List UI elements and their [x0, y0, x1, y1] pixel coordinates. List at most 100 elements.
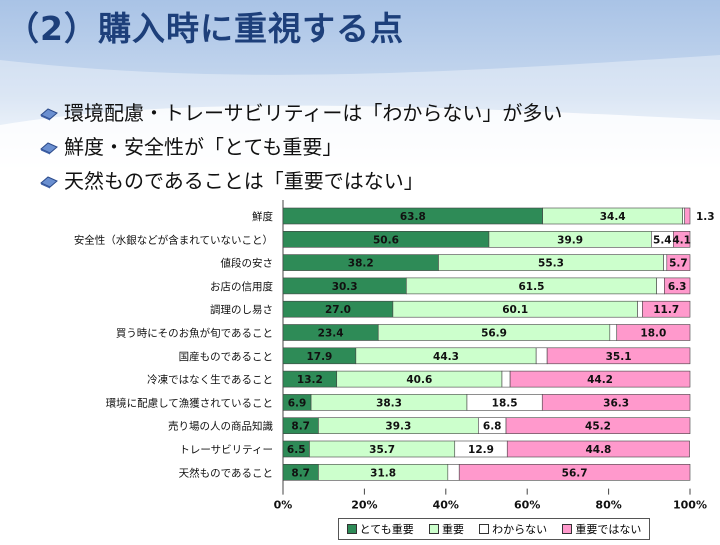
bar-segment	[505, 417, 691, 434]
bullet-item: 天然ものであることは「重要ではない」	[40, 165, 562, 199]
data-label: 5.7	[669, 258, 688, 270]
bar-segment	[664, 277, 691, 295]
category-label: 売り場の人の商品知識	[168, 420, 273, 433]
x-tick-label: 80%	[595, 499, 621, 512]
bar-segment	[447, 463, 460, 481]
category-label: 冷凍ではなく生であること	[147, 373, 273, 386]
bullet-item: 環境配慮・トレーサビリティーは「わからない」が多い	[40, 97, 562, 131]
data-label: 5.4	[653, 234, 672, 246]
category-label: 国産ものであること	[179, 350, 273, 363]
category-label: 調理のし易さ	[210, 303, 273, 316]
data-label: 39.9	[557, 234, 583, 246]
category-label: 鮮度	[252, 210, 273, 223]
bar-segment	[673, 230, 691, 248]
bar-segment	[541, 394, 691, 411]
bar-segment	[458, 463, 691, 481]
data-label: 8.7	[291, 421, 310, 433]
data-label: 55.3	[538, 258, 564, 270]
data-label: 38.3	[376, 397, 402, 409]
data-label: 44.2	[587, 374, 613, 386]
legend-swatch	[479, 524, 490, 534]
data-label: 6.8	[483, 421, 502, 433]
bar-segment	[509, 370, 691, 388]
bar-segment	[656, 277, 665, 295]
bullet-list: 環境配慮・トレーサビリティーは「わからない」が多い 鮮度・安全性が「とても重要」…	[40, 97, 562, 199]
bullet-text: 鮮度・安全性が「とても重要」	[64, 135, 343, 159]
x-tick-label: 20%	[351, 499, 377, 512]
data-label: 40.6	[406, 374, 432, 386]
bar-segment	[501, 370, 511, 388]
bar-segment	[642, 300, 691, 318]
data-label: 18.5	[492, 397, 518, 409]
x-tick-label: 40%	[433, 499, 459, 512]
data-label: 56.9	[481, 328, 507, 340]
data-label: 45.2	[585, 421, 611, 433]
data-label: 50.6	[373, 234, 399, 246]
data-label: 39.3	[385, 421, 411, 433]
data-label: 36.3	[603, 397, 629, 409]
data-label: 23.4	[318, 328, 344, 340]
data-label: 38.2	[348, 258, 374, 270]
data-label: 34.4	[600, 211, 626, 223]
data-label: 35.7	[369, 444, 395, 456]
bar-segment	[684, 207, 691, 225]
data-label: 31.8	[370, 467, 396, 479]
x-tick-label: 60%	[514, 499, 540, 512]
legend-item: わからない	[479, 521, 547, 537]
data-label: 18.0	[640, 328, 666, 340]
data-label: 44.3	[433, 351, 459, 363]
legend-item: とても重要	[346, 521, 414, 537]
bullet-icon	[40, 142, 58, 155]
data-label: 6.3	[668, 281, 687, 293]
legend-label: わからない	[492, 523, 548, 536]
data-label: 63.8	[400, 211, 426, 223]
bar-segment	[682, 207, 686, 225]
bar-segment	[616, 324, 691, 341]
legend-label: とても重要	[359, 523, 414, 536]
data-label: 8.7	[291, 467, 310, 479]
data-label: 4.1	[672, 234, 691, 246]
data-label: 11.7	[653, 304, 679, 316]
category-label: お店の信用度	[210, 280, 273, 293]
legend-swatch	[428, 524, 439, 534]
bar-segment	[506, 440, 690, 458]
data-label: 12.9	[468, 444, 494, 456]
bar-segment	[609, 324, 618, 341]
legend-swatch	[562, 524, 573, 534]
data-label: 44.8	[585, 444, 611, 456]
bar-segment	[666, 254, 691, 271]
data-label: 30.3	[332, 281, 358, 293]
legend-swatch	[346, 524, 357, 534]
bar-segment	[535, 347, 548, 365]
x-tick-label: 0%	[274, 499, 293, 512]
data-label: 61.5	[519, 281, 545, 293]
chart-legend: とても重要 重要 わからない 重要ではない	[338, 518, 650, 540]
bullet-text: 天然ものであることは「重要ではない」	[64, 169, 424, 193]
page-title: （2）購入時に重視する点	[6, 9, 404, 48]
bar-segment	[546, 347, 691, 365]
category-label: 環境に配慮して漁獲されていること	[106, 396, 273, 409]
legend-label: 重要ではない	[575, 523, 642, 536]
bullet-icon	[40, 108, 58, 121]
data-label: 17.9	[306, 351, 332, 363]
category-label: 買う時にそのお魚が旬であること	[116, 327, 273, 340]
category-label: 値段の安さ	[221, 257, 274, 270]
data-label: 13.2	[297, 374, 323, 386]
legend-label: 重要	[441, 523, 464, 536]
x-tick-label: 100%	[673, 499, 707, 512]
legend-item: 重要ではない	[562, 521, 641, 537]
bullet-icon	[40, 176, 58, 189]
bullet-text: 環境配慮・トレーサビリティーは「わからない」が多い	[64, 101, 563, 125]
category-label: トレーサビリティー	[179, 444, 273, 456]
stacked-bar-chart: 鮮度 63.8 34.4 1.3 安全性（水銀などが含まれていないこと） 50.6 39.9…	[74, 200, 715, 512]
category-label: 天然ものであること	[179, 466, 273, 479]
data-label: 1.3	[696, 211, 715, 223]
legend-item: 重要	[428, 521, 464, 537]
data-label: 6.5	[287, 444, 306, 456]
data-label: 60.1	[502, 304, 528, 316]
bar-segment	[663, 254, 668, 271]
data-label: 56.7	[562, 467, 588, 479]
bullet-item: 鮮度・安全性が「とても重要」	[40, 131, 562, 165]
data-label: 6.9	[288, 397, 307, 409]
data-label: 35.1	[606, 351, 632, 363]
